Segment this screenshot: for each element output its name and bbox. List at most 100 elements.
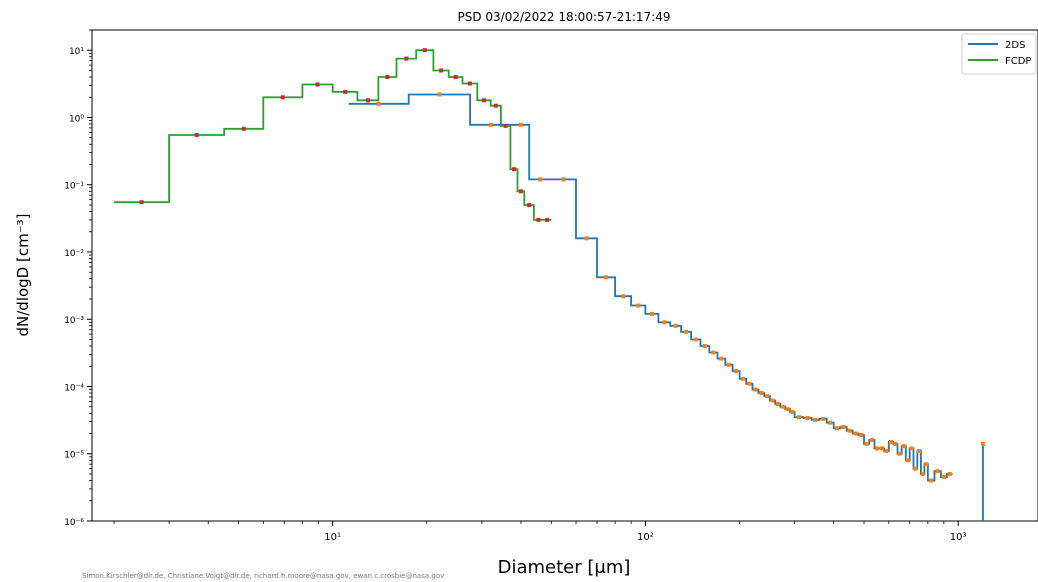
data-point-2ds [917, 449, 922, 453]
data-point-2ds [913, 466, 918, 471]
data-point-fcdp [315, 82, 320, 87]
data-point-2ds [874, 446, 879, 451]
x-tick-label: 10³ [950, 532, 967, 543]
data-point-2ds [797, 415, 801, 420]
data-point-2ds [785, 407, 790, 412]
data-point-fcdp [439, 68, 444, 73]
y-tick-label: 10⁰ [69, 114, 84, 124]
data-point-fcdp [518, 189, 523, 194]
data-point-2ds [805, 416, 810, 420]
data-point-2ds [561, 177, 566, 182]
data-point-2ds [376, 101, 381, 106]
data-point-2ds [929, 478, 934, 483]
data-point-2ds [734, 369, 739, 373]
data-point-2ds [920, 472, 925, 476]
data-point-fcdp [385, 75, 390, 79]
x-tick-label: 10¹ [324, 532, 341, 543]
data-point-2ds [770, 398, 775, 403]
series-line-fcdp [114, 49, 552, 221]
y-tick-label: 10⁻¹ [64, 182, 84, 192]
data-point-2ds [673, 323, 678, 328]
axis-ticks: 10¹ 10² 10³ 10¹ 10⁰ 10⁻¹ 10⁻² 10⁻³ 10⁻⁴ 10⁻⁵ 10⁻⁶ [64, 29, 967, 543]
data-point-2ds [947, 472, 952, 476]
data-point-2ds [980, 441, 985, 446]
x-tick-label: 10² [637, 532, 654, 543]
chart-legend: 2DS FCDP [961, 33, 1037, 75]
x-axis-label: Diameter [μm] [498, 557, 631, 578]
data-point-2ds [604, 275, 608, 280]
data-point-fcdp [280, 95, 285, 100]
y-tick-label: 10⁻⁵ [64, 451, 84, 461]
data-point-2ds [753, 387, 758, 392]
data-point-2ds [702, 344, 707, 348]
data-point-fcdp [527, 203, 532, 207]
data-point-fcdp [404, 56, 409, 61]
series-line-2ds [348, 93, 953, 482]
data-point-2ds [924, 462, 929, 467]
data-point-2ds [719, 356, 724, 361]
data-point-2ds [813, 417, 818, 422]
data-point-2ds [747, 381, 752, 386]
data-point-2ds [584, 236, 589, 241]
data-point-2ds [893, 441, 898, 446]
plot-frame [91, 29, 1038, 522]
data-point-fcdp [241, 126, 246, 131]
data-point-fcdp [453, 75, 458, 79]
data-point-2ds [835, 426, 839, 431]
data-point-fcdp [512, 167, 516, 172]
y-tick-label: 10⁻⁴ [64, 383, 84, 393]
data-point-2ds [759, 391, 764, 395]
data-point-fcdp [536, 217, 541, 222]
data-point-fcdp [194, 133, 199, 137]
data-point-2ds [909, 446, 914, 451]
data-point-2ds [841, 425, 846, 429]
data-point-2ds [821, 416, 826, 421]
data-point-fcdp [467, 81, 472, 86]
data-point-2ds [662, 320, 667, 325]
chart-title: PSD 03/02/2022 18:00:57-21:17:49 [457, 10, 670, 24]
data-point-2ds [897, 451, 902, 456]
data-point-2ds [711, 350, 716, 355]
legend-label-2ds: 2DS [1005, 40, 1025, 51]
data-point-2ds [765, 394, 770, 399]
data-point-2ds [828, 420, 833, 425]
data-point-2ds [884, 449, 889, 453]
data-point-2ds [847, 428, 852, 433]
data-point-2ds [775, 402, 780, 406]
data-point-fcdp [139, 200, 144, 205]
data-point-fcdp [422, 48, 427, 53]
data-point-2ds [905, 458, 910, 463]
data-point-2ds [859, 433, 864, 437]
data-point-2ds [879, 446, 884, 451]
data-point-2ds [489, 122, 494, 127]
y-tick-label: 10⁻² [64, 249, 84, 259]
data-point-2ds [518, 122, 523, 127]
data-point-2ds [740, 376, 745, 381]
y-tick-label: 10¹ [69, 47, 84, 57]
credits-text: Simon.Kirschler@dlr.de, Christiane.Voigt… [82, 572, 445, 580]
data-point-2ds [901, 444, 906, 449]
data-point-2ds [889, 439, 893, 444]
data-point-2ds [636, 303, 641, 308]
y-tick-label: 10⁻⁶ [64, 518, 84, 528]
series-layer [114, 48, 985, 521]
data-point-2ds [684, 329, 689, 334]
data-point-2ds [869, 438, 874, 442]
data-point-2ds [853, 431, 858, 436]
data-point-fcdp [545, 217, 550, 222]
data-point-2ds [790, 409, 795, 414]
data-point-fcdp [482, 98, 486, 103]
data-point-fcdp [503, 123, 508, 128]
y-axis-label: dN/dlogD [cm⁻³] [14, 214, 32, 337]
data-point-2ds [621, 294, 626, 299]
data-point-2ds [538, 177, 543, 182]
data-point-2ds [693, 337, 698, 342]
data-point-2ds [780, 404, 785, 409]
data-point-fcdp [365, 98, 370, 103]
data-point-fcdp [493, 103, 498, 108]
data-point-2ds [726, 362, 731, 367]
data-point-2ds [649, 311, 654, 316]
data-point-fcdp [343, 89, 348, 94]
data-point-2ds [941, 475, 946, 480]
